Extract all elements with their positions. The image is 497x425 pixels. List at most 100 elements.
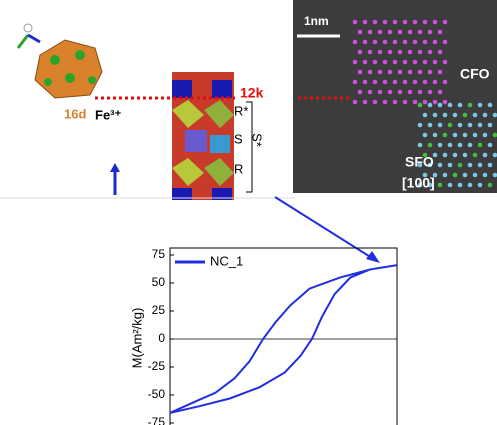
crystal-column	[110, 72, 253, 200]
atom	[412, 59, 418, 65]
atom	[442, 19, 448, 25]
atom	[437, 69, 443, 75]
atom	[352, 79, 358, 85]
atom	[492, 172, 497, 178]
atom	[437, 162, 443, 168]
atom	[402, 99, 408, 105]
atom	[412, 79, 418, 85]
atom	[487, 142, 493, 148]
arrow	[274, 196, 373, 259]
atom	[442, 152, 448, 158]
atom	[367, 29, 373, 35]
atom	[417, 89, 423, 95]
y-tick-label: -75	[148, 415, 166, 425]
atom	[432, 112, 438, 118]
atom	[437, 182, 443, 188]
arrow-head	[366, 251, 380, 263]
atom	[352, 19, 358, 25]
atom	[367, 69, 373, 75]
y-tick-label: -25	[148, 359, 166, 373]
y-axis-label: M(Am²/kg)	[129, 308, 144, 369]
label: Fe³⁺	[95, 107, 122, 122]
y-tick-label: 25	[152, 303, 166, 317]
atom	[432, 79, 438, 85]
atom	[452, 112, 458, 118]
atom	[402, 79, 408, 85]
atom	[362, 99, 368, 105]
atom	[442, 99, 448, 105]
atom	[427, 69, 433, 75]
atom	[402, 19, 408, 25]
atom	[362, 59, 368, 65]
atom	[462, 172, 468, 178]
atom	[442, 59, 448, 65]
atom	[487, 102, 493, 108]
atom	[402, 39, 408, 45]
atom	[422, 152, 428, 158]
atom	[467, 162, 473, 168]
atom	[407, 89, 413, 95]
atom	[447, 102, 453, 108]
atom	[382, 99, 388, 105]
micrograph	[293, 0, 497, 193]
atom	[462, 152, 468, 158]
atom	[372, 19, 378, 25]
label: 1nm	[304, 14, 329, 28]
atom	[457, 182, 463, 188]
atom	[472, 132, 478, 138]
atom	[457, 142, 463, 148]
atom	[417, 49, 423, 55]
atom	[452, 132, 458, 138]
atom	[427, 29, 433, 35]
atom	[397, 69, 403, 75]
atom	[402, 59, 408, 65]
atom	[417, 29, 423, 35]
atom	[457, 102, 463, 108]
plot-frame	[169, 247, 398, 425]
atom	[482, 152, 488, 158]
y-tick-label: -50	[148, 387, 166, 401]
label: 12k	[240, 85, 264, 101]
atom	[472, 112, 478, 118]
atom	[357, 49, 363, 55]
atom	[442, 79, 448, 85]
atom	[477, 162, 483, 168]
label: CFO	[460, 66, 490, 82]
atom	[432, 132, 438, 138]
atom	[442, 39, 448, 45]
atom	[352, 99, 358, 105]
legend-label: NC_1	[210, 253, 243, 268]
atom	[432, 152, 438, 158]
atom	[432, 99, 438, 105]
atom	[412, 99, 418, 105]
atom	[377, 89, 383, 95]
atom	[382, 79, 388, 85]
atom	[492, 132, 497, 138]
atom-dots	[352, 19, 497, 188]
atom	[457, 122, 463, 128]
atom	[392, 59, 398, 65]
label: R*	[234, 103, 248, 118]
atom	[357, 69, 363, 75]
atom	[492, 152, 497, 158]
atom	[387, 49, 393, 55]
atom	[457, 162, 463, 168]
atom	[432, 172, 438, 178]
atom	[417, 182, 423, 188]
label: [100]	[402, 175, 435, 191]
atom	[442, 172, 448, 178]
atom	[467, 182, 473, 188]
atom	[427, 142, 433, 148]
y-tick-label: 0	[158, 331, 165, 345]
atom	[422, 79, 428, 85]
atom	[417, 142, 423, 148]
atom	[482, 172, 488, 178]
atom	[462, 132, 468, 138]
atom	[482, 112, 488, 118]
atom	[422, 59, 428, 65]
atom	[407, 49, 413, 55]
atom	[377, 69, 383, 75]
atom	[387, 89, 393, 95]
